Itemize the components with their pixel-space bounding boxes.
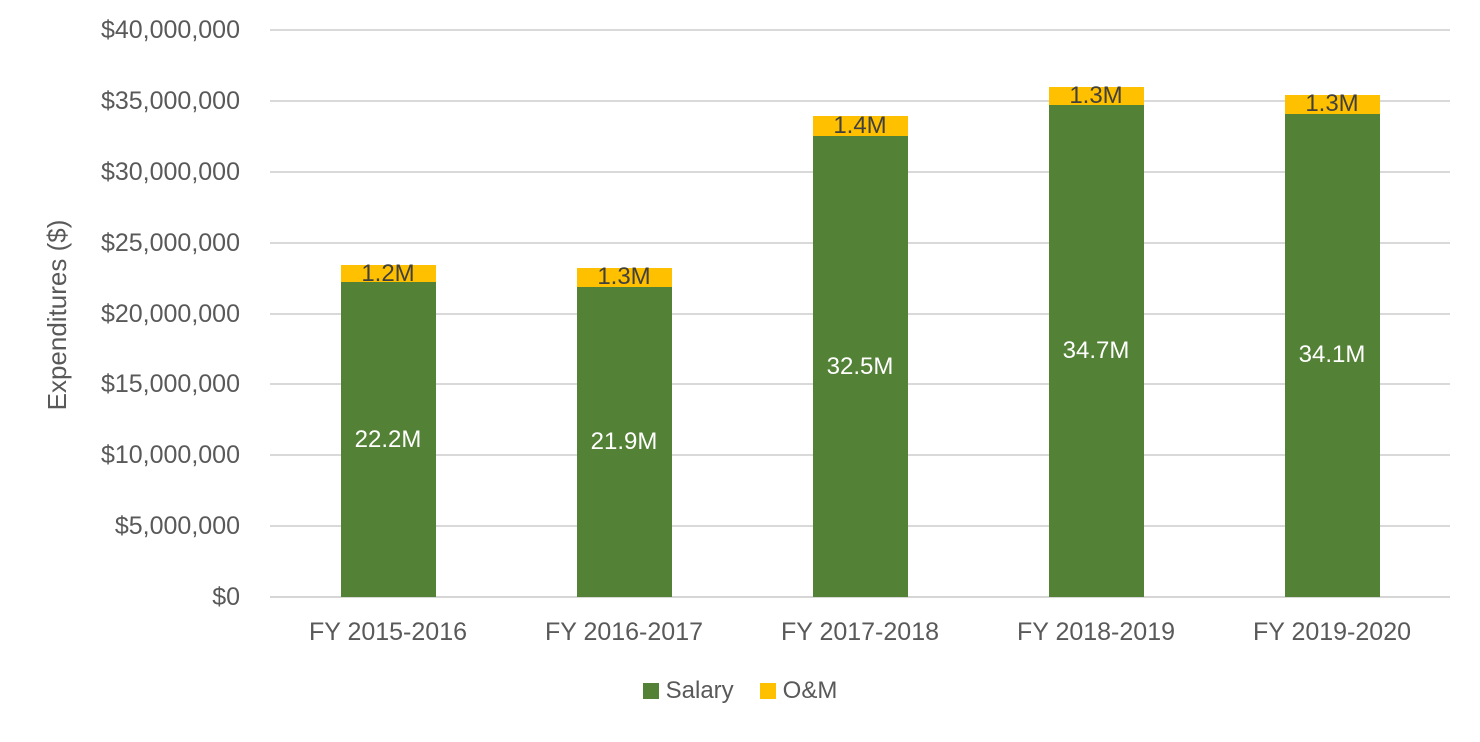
bar-label-salary: 34.7M <box>1062 337 1130 365</box>
bar-segment-o-m: 1.3M <box>576 263 672 290</box>
bar-segment-o-m: 1.4M <box>812 112 908 139</box>
legend-item-o-m: O&M <box>759 677 838 705</box>
y-tick-label: $5,000,000 <box>114 512 240 541</box>
y-tick-label: $30,000,000 <box>100 157 240 186</box>
bar-segment-salary: 34.7M <box>1048 105 1144 597</box>
bar-label-salary: 32.5M <box>826 352 894 380</box>
y-tick-label: $40,000,000 <box>100 16 240 44</box>
bar-label-o-m: 1.2M <box>361 259 415 287</box>
legend-swatch <box>642 683 659 699</box>
y-tick-label: $20,000,000 <box>100 299 240 328</box>
bar-label-salary: 22.2M <box>354 425 422 453</box>
x-axis-label: FY 2015-2016 <box>309 618 467 646</box>
x-axis-label: FY 2018-2019 <box>1017 618 1175 646</box>
x-axis-label: FY 2017-2018 <box>781 618 939 646</box>
y-tick-label: $25,000,000 <box>100 228 240 257</box>
bar-segment-salary: 34.1M <box>1284 113 1380 597</box>
bar-label-o-m: 1.4M <box>833 112 887 140</box>
bar-segment-o-m: 1.3M <box>1284 90 1380 117</box>
x-axis-label: FY 2016-2017 <box>545 618 703 646</box>
y-tick-label: $10,000,000 <box>100 441 240 470</box>
legend-label: O&M <box>782 677 838 704</box>
x-axis-line <box>270 596 1450 598</box>
bar-segment-o-m: 1.3M <box>1048 82 1144 109</box>
y-tick-label: $35,000,000 <box>100 86 240 115</box>
x-axis-label: FY 2019-2020 <box>1253 618 1411 646</box>
y-tick-label: $0 <box>212 583 240 611</box>
bar-segment-o-m: 1.2M <box>340 260 436 287</box>
legend: Salary O&M <box>0 677 1480 705</box>
gridline <box>270 99 1450 102</box>
bar-label-salary: 21.9M <box>590 427 658 455</box>
gridline <box>270 29 1450 31</box>
bar-label-o-m: 1.3M <box>597 263 651 291</box>
bar-label-o-m: 1.3M <box>1069 81 1123 109</box>
legend-swatch <box>759 683 776 699</box>
legend-label: Salary <box>665 677 734 704</box>
legend-item-salary: Salary <box>642 677 734 705</box>
bar-segment-salary: 32.5M <box>812 136 908 597</box>
bar-segment-salary: 21.9M <box>576 286 672 597</box>
y-tick-label: $15,000,000 <box>100 370 240 399</box>
bar-label-o-m: 1.3M <box>1305 90 1359 118</box>
bar-label-salary: 34.1M <box>1298 341 1366 369</box>
bar-segment-salary: 22.2M <box>340 282 436 597</box>
